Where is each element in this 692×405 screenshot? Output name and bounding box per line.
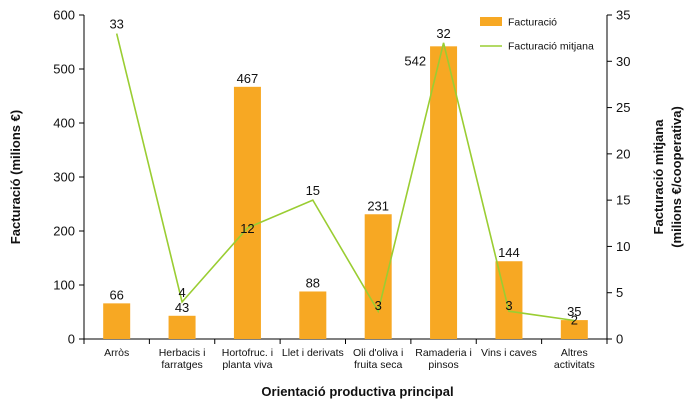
legend-bar-label: Facturació bbox=[508, 17, 557, 29]
line-data-label: 2 bbox=[571, 312, 578, 327]
y-tick-label-left: 100 bbox=[53, 278, 75, 293]
line-data-label: 32 bbox=[436, 26, 450, 41]
x-tick-label-line: Herbacis i bbox=[159, 347, 206, 359]
legend-line-label: Facturació mitjana bbox=[508, 41, 594, 53]
bar bbox=[560, 320, 588, 339]
bar bbox=[364, 214, 392, 339]
y-tick-label-right: 0 bbox=[616, 332, 623, 347]
y-tick-label-right: 10 bbox=[616, 239, 630, 254]
line-data-label: 15 bbox=[306, 183, 320, 198]
y-tick-label-right: 25 bbox=[616, 100, 630, 115]
bar-data-label: 542 bbox=[404, 53, 426, 68]
x-tick-label-line: Oli d'oliva i bbox=[353, 347, 403, 359]
bar bbox=[233, 86, 261, 339]
bar bbox=[168, 315, 196, 339]
line-data-label: 33 bbox=[109, 17, 123, 32]
y-tick-label-right: 5 bbox=[616, 285, 623, 300]
x-tick-label-line: pinsos bbox=[428, 359, 458, 371]
bar-data-label: 88 bbox=[306, 275, 320, 290]
x-tick-label: Altres activitats bbox=[554, 347, 595, 371]
legend-bar-swatch bbox=[480, 17, 502, 26]
x-tick-label: Llet i derivats bbox=[282, 347, 344, 359]
bar-data-label: 231 bbox=[367, 198, 389, 213]
bar-data-label: 467 bbox=[237, 71, 259, 86]
bar-data-label: 144 bbox=[498, 245, 520, 260]
bar-data-label: 66 bbox=[109, 287, 123, 302]
x-axis-title: Orientació productiva principal bbox=[261, 384, 453, 399]
x-tick-label-line: Arròs bbox=[104, 347, 129, 359]
y-axis-title-left: Facturació (milions €) bbox=[8, 110, 23, 244]
y-tick-label-left: 200 bbox=[53, 224, 75, 239]
bar bbox=[103, 303, 131, 339]
line-data-label: 3 bbox=[505, 298, 512, 313]
line-data-label: 4 bbox=[178, 285, 185, 300]
y-tick-label-left: 600 bbox=[53, 8, 75, 23]
bar bbox=[430, 46, 458, 339]
y-axis-title-right-line2: (milions €/cooperativa) bbox=[669, 106, 684, 248]
x-tick-label-line: Hortofruc. i bbox=[222, 347, 273, 359]
y-tick-label-right: 35 bbox=[616, 8, 630, 23]
bar-data-label: 43 bbox=[175, 300, 189, 315]
y-tick-label-right: 30 bbox=[616, 54, 630, 69]
x-tick-label-line: farratges bbox=[161, 359, 202, 371]
series-line bbox=[115, 33, 575, 322]
y-tick-label-left: 500 bbox=[53, 62, 75, 77]
y-tick-label-right: 15 bbox=[616, 193, 630, 208]
x-tick-label: Herbacis i farratges bbox=[159, 347, 206, 371]
bar-data-label: 35 bbox=[567, 304, 581, 319]
x-tick-label-line: Ramaderia i bbox=[415, 347, 472, 359]
x-tick-label: Oli d'oliva i fruita seca bbox=[353, 347, 403, 371]
line-data-label: 12 bbox=[240, 221, 254, 236]
line-data-label: 3 bbox=[375, 298, 382, 313]
y-tick-label-left: 400 bbox=[53, 116, 75, 131]
x-tick-label: Hortofruc. i planta viva bbox=[222, 347, 273, 371]
x-tick-label: Arròs bbox=[104, 347, 129, 359]
y-tick-label-left: 300 bbox=[53, 170, 75, 185]
x-tick-label: Ramaderia i pinsos bbox=[415, 347, 472, 371]
bar bbox=[299, 291, 327, 339]
y-tick-label-left: 0 bbox=[68, 332, 75, 347]
y-tick-label-right: 20 bbox=[616, 146, 630, 161]
x-tick-label: Vins i caves bbox=[481, 347, 537, 359]
x-tick-label-line: activitats bbox=[554, 359, 595, 371]
x-tick-label-line: Llet i derivats bbox=[282, 347, 344, 359]
y-axis-title-right-line1: Facturació mitjana bbox=[651, 119, 666, 235]
x-tick-label-line: planta viva bbox=[222, 359, 272, 371]
x-tick-label-line: Vins i caves bbox=[481, 347, 537, 359]
x-tick-label-line: Altres bbox=[561, 347, 588, 359]
x-tick-label-line: fruita seca bbox=[354, 359, 403, 371]
